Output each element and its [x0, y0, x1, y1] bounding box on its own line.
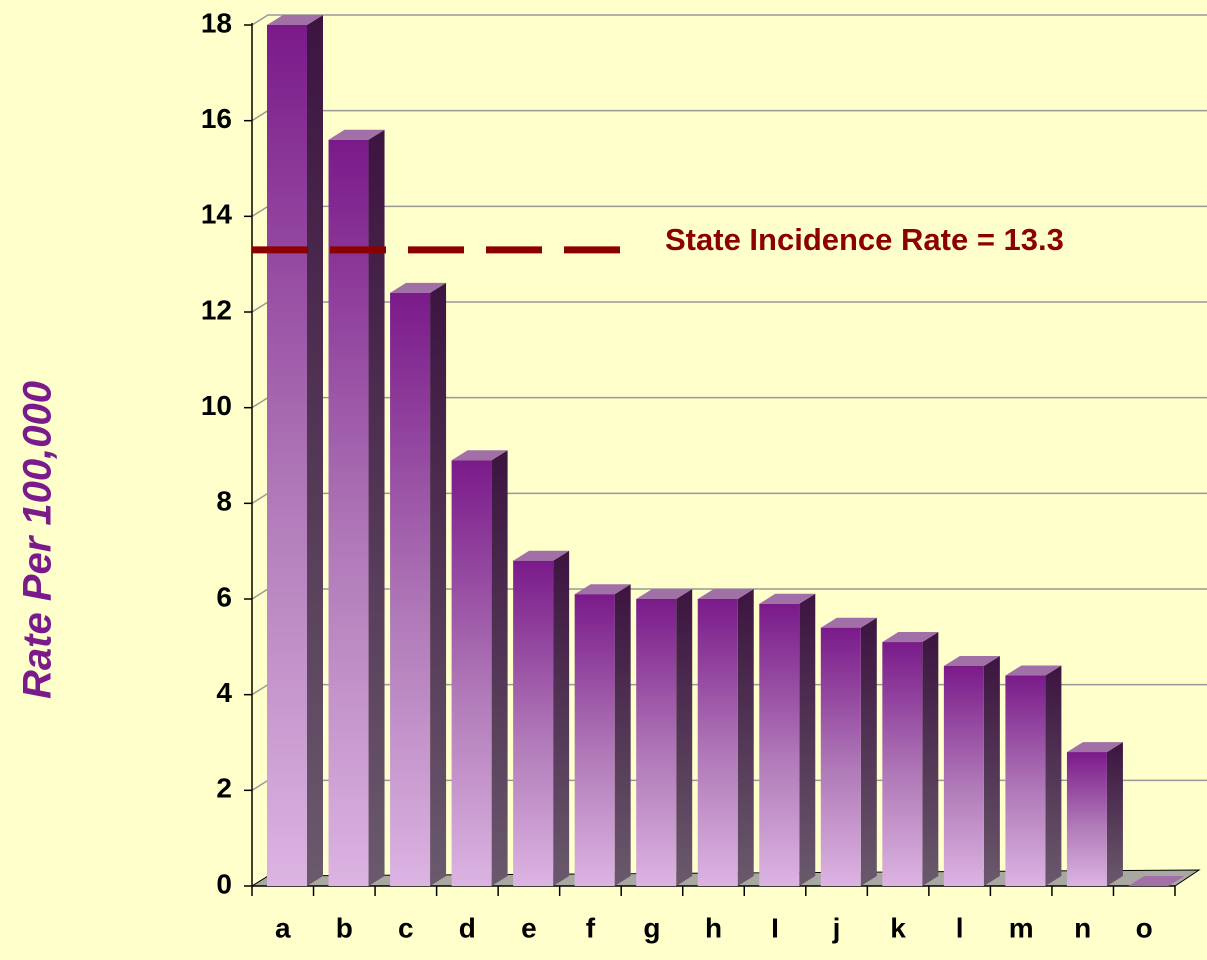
bar — [636, 589, 693, 886]
y-tick-label: 2 — [216, 773, 232, 804]
bar-top — [636, 589, 693, 599]
bar-side — [983, 655, 1000, 886]
bar — [267, 15, 323, 886]
bar-front — [328, 139, 369, 887]
bar-front — [697, 599, 738, 886]
y-tick-label: 12 — [201, 294, 232, 325]
grid-line — [251, 14, 1207, 26]
bar — [1005, 665, 1062, 886]
bar — [390, 282, 447, 886]
bar-side — [1106, 742, 1123, 886]
x-tick-label: g — [643, 912, 660, 943]
bar-side — [676, 589, 693, 886]
y-tick-label: 16 — [201, 103, 232, 134]
bar-top — [820, 617, 877, 628]
x-tick-label: m — [1009, 912, 1034, 943]
grid-line — [251, 109, 1207, 122]
bar-side — [307, 15, 323, 886]
bar-side — [491, 450, 508, 886]
bar-side — [799, 593, 816, 886]
grid-line — [251, 205, 1207, 217]
bar-top — [574, 584, 631, 595]
x-tick-label: a — [275, 912, 291, 943]
x-tick-label: l — [956, 912, 964, 943]
bar-front — [267, 25, 307, 886]
y-tick-label: 8 — [216, 486, 232, 517]
y-tick-label: 0 — [216, 868, 232, 899]
bar — [328, 129, 385, 887]
x-tick-label: e — [521, 912, 537, 943]
bar-top — [267, 15, 323, 25]
x-tick-label: h — [705, 912, 722, 943]
bar-top — [513, 550, 570, 561]
x-tick-label: o — [1136, 912, 1153, 943]
bar-top — [1128, 876, 1185, 886]
y-tick-label: 18 — [201, 7, 232, 38]
x-tick-label: c — [398, 912, 414, 943]
x-tick-label: j — [832, 912, 841, 943]
y-tick-label: 6 — [216, 581, 232, 612]
y-tick-label: 14 — [201, 199, 233, 230]
bar-front — [513, 560, 554, 886]
bar-front — [1005, 675, 1046, 886]
bar-side — [553, 550, 570, 886]
bar-side — [922, 632, 939, 886]
bar-front — [759, 603, 800, 886]
x-tick-label: n — [1074, 912, 1091, 943]
bar — [451, 450, 508, 886]
bar-top — [882, 632, 939, 643]
bar-front — [882, 642, 923, 886]
bar-side — [1045, 665, 1062, 886]
bar-front — [451, 460, 492, 886]
x-tick-label: k — [890, 912, 906, 943]
bar-top — [1005, 665, 1062, 676]
bar-side — [368, 129, 385, 887]
x-tick-label: I — [771, 912, 779, 943]
bar — [1066, 742, 1123, 886]
bar-front — [574, 594, 615, 886]
bar-top — [390, 282, 447, 293]
bar-front — [943, 665, 984, 886]
bar-front — [1066, 752, 1107, 886]
reference-label: State Incidence Rate = 13.3 — [665, 222, 1064, 257]
bar — [1128, 876, 1185, 886]
y-tick-label: 10 — [201, 390, 232, 421]
bar-side — [430, 282, 447, 886]
bar-side — [860, 617, 877, 886]
bar-top — [1066, 742, 1123, 753]
bar-front — [636, 599, 677, 886]
bar — [759, 593, 816, 886]
bar-side — [737, 589, 754, 886]
bar-side — [614, 584, 631, 886]
bar-front — [820, 627, 861, 886]
y-axis-label: Rate Per 100,000 — [16, 381, 60, 699]
bar-top — [697, 589, 754, 599]
bar — [697, 589, 754, 886]
bar — [574, 584, 631, 886]
bar — [882, 632, 939, 886]
bar-top — [759, 593, 816, 604]
bar-top — [943, 655, 1000, 666]
x-tick-label: f — [586, 912, 596, 943]
bar — [943, 655, 1000, 886]
bar — [820, 617, 877, 886]
bar-front — [390, 292, 431, 886]
x-tick-label: b — [336, 912, 353, 943]
bar-top — [451, 450, 508, 461]
y-tick-label: 4 — [216, 677, 232, 708]
bar — [513, 550, 570, 886]
bar-top — [328, 129, 385, 140]
x-tick-label: d — [459, 912, 476, 943]
